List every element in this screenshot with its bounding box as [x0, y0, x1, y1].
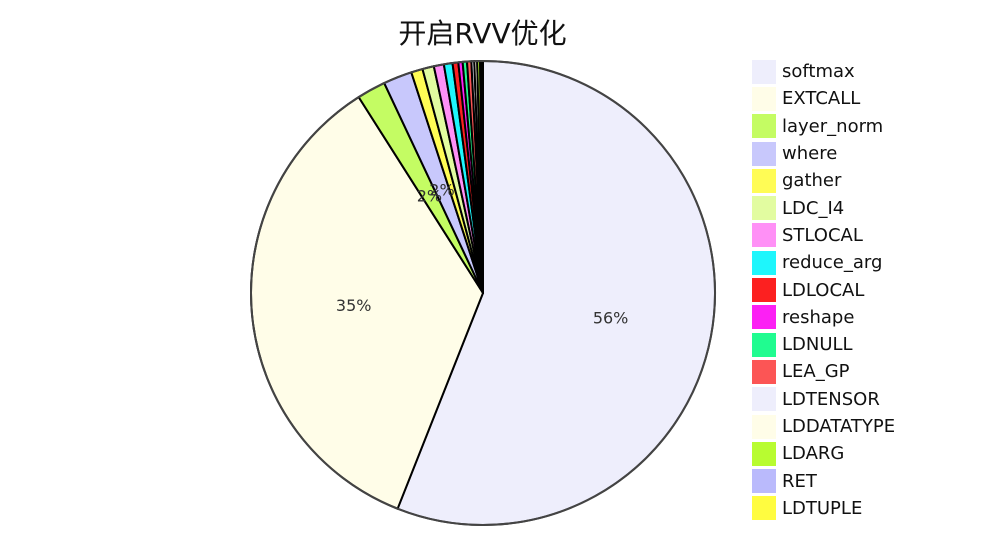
chart-title: 开启RVV优化 — [398, 17, 567, 50]
legend-label: softmax — [782, 61, 855, 83]
legend-label: reshape — [782, 306, 855, 328]
legend-swatch — [752, 250, 776, 275]
pie-outline — [250, 60, 716, 526]
legend-item-reshape: reshape — [752, 304, 952, 331]
legend-swatch — [752, 196, 776, 221]
slice-label-extcall: 35% — [336, 296, 372, 315]
legend-item-reduce-arg: reduce_arg — [752, 249, 952, 276]
legend-label: LDTENSOR — [782, 388, 880, 410]
legend-swatch — [752, 496, 776, 521]
legend-swatch — [752, 441, 776, 466]
legend-item-extcall: EXTCALL — [752, 85, 952, 112]
slice-label-layer-norm: 2% — [417, 186, 442, 205]
legend-swatch — [752, 59, 776, 84]
legend-label: LEA_GP — [782, 361, 850, 383]
legend-label: layer_norm — [782, 115, 884, 137]
legend-label: LDC_I4 — [782, 197, 845, 219]
legend-swatch — [752, 305, 776, 330]
legend-item-ldtensor: LDTENSOR — [752, 386, 952, 413]
legend-swatch — [752, 223, 776, 248]
slice-label-softmax: 56% — [593, 308, 629, 327]
legend-swatch — [752, 414, 776, 439]
legend-label: reduce_arg — [782, 252, 883, 274]
legend-label: LDTUPLE — [782, 497, 863, 519]
legend-swatch — [752, 141, 776, 166]
legend-swatch — [752, 332, 776, 357]
legend-swatch — [752, 86, 776, 111]
legend-label: EXTCALL — [782, 88, 861, 110]
legend-label: LDLOCAL — [782, 279, 865, 301]
legend-item-ldarg: LDARG — [752, 440, 952, 467]
legend-item-lddatatype: LDDATATYPE — [752, 413, 952, 440]
legend-swatch — [752, 387, 776, 412]
legend-swatch — [752, 168, 776, 193]
legend-item-where: where — [752, 140, 952, 167]
legend-label: LDARG — [782, 443, 845, 465]
legend-item-layer-norm: layer_norm — [752, 113, 952, 140]
legend-item-ret: RET — [752, 467, 952, 494]
legend-swatch — [752, 469, 776, 494]
slice-label-where: 2% — [429, 181, 454, 200]
legend-label: LDNULL — [782, 334, 853, 356]
legend-swatch — [752, 114, 776, 139]
legend-item-ldtuple: LDTUPLE — [752, 495, 952, 522]
legend-item-gather: gather — [752, 167, 952, 194]
legend-label: where — [782, 143, 838, 165]
legend-item-softmax: softmax — [752, 58, 952, 85]
legend-label: STLOCAL — [782, 224, 863, 246]
legend-item-ldc-i4: LDC_I4 — [752, 194, 952, 221]
legend-label: gather — [782, 170, 842, 192]
legend-label: RET — [782, 470, 817, 492]
legend-swatch — [752, 278, 776, 303]
legend-item-lea-gp: LEA_GP — [752, 358, 952, 385]
legend-item-ldnull: LDNULL — [752, 331, 952, 358]
legend-item-stlocal: STLOCAL — [752, 222, 952, 249]
legend-swatch — [752, 359, 776, 384]
legend-label: LDDATATYPE — [782, 416, 896, 437]
legend-item-ldlocal: LDLOCAL — [752, 276, 952, 303]
